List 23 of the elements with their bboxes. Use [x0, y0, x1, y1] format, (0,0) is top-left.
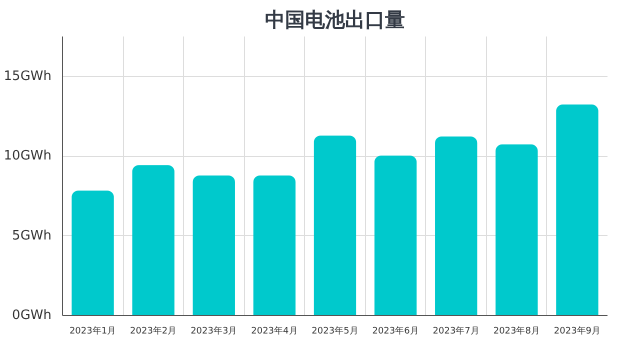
bar [435, 136, 478, 316]
x-tick-label: 2023年6月 [372, 326, 419, 336]
bar [192, 176, 235, 316]
x-tick-label: 2023年1月 [69, 326, 116, 336]
x-tick-label: 2023年8月 [493, 326, 540, 336]
bar [556, 104, 598, 316]
y-tick-label: 10GWh [4, 148, 52, 164]
bar [132, 165, 174, 316]
x-tick-label: 2023年3月 [190, 326, 238, 336]
chart-title: 中国电池出口量 [265, 8, 405, 32]
bar [72, 190, 114, 316]
x-tick-label: 2023年5月 [312, 326, 358, 336]
x-tick-label: 2023年7月 [432, 326, 480, 336]
x-tick-label: 2023年9月 [554, 326, 601, 336]
x-tick-label: 2023年2月 [130, 326, 177, 336]
bar [374, 156, 417, 316]
x-tick-label: 2023年4月 [251, 326, 298, 336]
bar [496, 144, 538, 316]
bar [253, 176, 296, 316]
y-tick-label: 0GWh [12, 308, 52, 323]
y-tick-label: 15GWh [4, 68, 52, 84]
y-tick-label: 5GWh [12, 228, 52, 244]
bar [314, 136, 356, 316]
